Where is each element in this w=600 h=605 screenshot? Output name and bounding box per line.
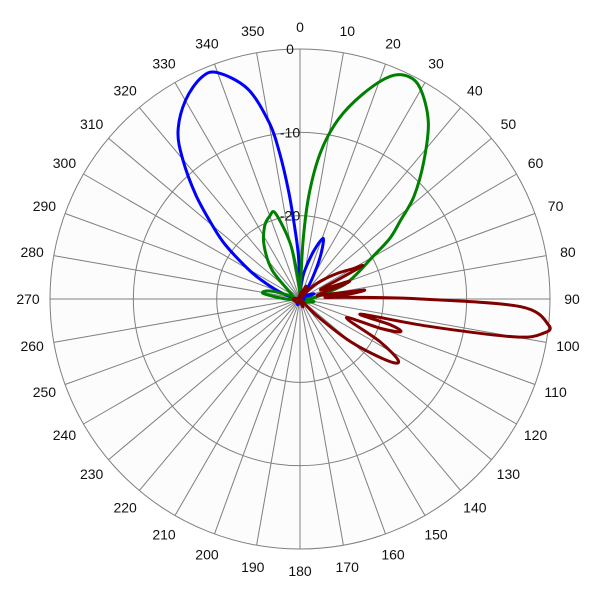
- radial-tick-label: 0: [286, 41, 294, 57]
- angle-tick-label: 30: [428, 55, 444, 71]
- angle-tick-label: 310: [80, 116, 104, 132]
- grid-spoke-130: [299, 298, 492, 461]
- series-line-2: [260, 73, 430, 304]
- angle-tick-labels: 0 10 20 30 40 50 60 70 80 90 100 110 120 130 140 150 160…: [16, 19, 580, 579]
- angle-tick-label: 260: [20, 338, 44, 354]
- angle-tick-label: 300: [53, 155, 77, 171]
- angle-tick-label: 20: [385, 35, 401, 51]
- grid-spoke-280: [53, 255, 301, 300]
- grid-spoke-220: [138, 298, 301, 491]
- angle-tick-label: 40: [467, 83, 483, 99]
- angle-tick-label: 160: [381, 547, 405, 563]
- angle-tick-label: 200: [195, 547, 219, 563]
- grid-spoke-160: [299, 298, 386, 535]
- angle-tick-label: 90: [564, 291, 580, 307]
- angle-tick-label: 140: [463, 499, 487, 515]
- grid-spoke-10: [299, 52, 344, 300]
- grid-spoke-120: [299, 298, 517, 425]
- grid-spoke-60: [299, 173, 517, 300]
- angle-tick-label: 60: [528, 155, 544, 171]
- grid-spoke-150: [299, 298, 426, 516]
- angle-tick-label: 0: [296, 19, 304, 35]
- grid-spoke-330: [174, 82, 301, 300]
- angle-tick-label: 10: [339, 23, 355, 39]
- grid-spoke-40: [299, 107, 462, 300]
- grid-spoke-290: [64, 213, 301, 300]
- grid-spoke-320: [138, 107, 301, 300]
- angle-tick-label: 180: [288, 563, 312, 579]
- grid-spoke-340: [214, 63, 301, 300]
- angle-tick-label: 130: [497, 466, 521, 482]
- angle-tick-label: 150: [424, 527, 448, 543]
- grid-spoke-190: [256, 298, 301, 546]
- angle-tick-label: 280: [20, 244, 44, 260]
- grid-spoke-210: [174, 298, 301, 516]
- grid-spoke-300: [83, 173, 301, 300]
- angle-tick-label: 110: [544, 384, 567, 400]
- angle-tick-label: 250: [33, 384, 57, 400]
- angle-tick-label: 170: [336, 559, 360, 575]
- angle-tick-label: 50: [501, 116, 517, 132]
- grid-spoke-250: [64, 298, 301, 385]
- angle-tick-label: 320: [113, 83, 137, 99]
- series-line-3: [291, 263, 552, 365]
- grid-spoke-240: [83, 298, 301, 425]
- grid-spoke-310: [108, 137, 301, 300]
- grid-spoke-140: [299, 298, 462, 491]
- angle-tick-label: 340: [195, 35, 219, 51]
- grid-spoke-30: [299, 82, 426, 300]
- angle-tick-label: 100: [556, 338, 580, 354]
- angle-tick-label: 190: [241, 559, 265, 575]
- series-layer: [176, 70, 552, 365]
- grid-spoke-20: [299, 63, 386, 300]
- angle-tick-label: 270: [16, 291, 40, 307]
- grid-spoke-230: [108, 298, 301, 461]
- grid-spoke-50: [299, 137, 492, 300]
- angle-tick-label: 210: [152, 527, 176, 543]
- grid-spoke-110: [299, 298, 536, 385]
- grid-spoke-260: [53, 298, 301, 343]
- radial-tick-label: -10: [280, 124, 300, 140]
- grid-spoke-200: [214, 298, 301, 535]
- angle-tick-label: 80: [560, 244, 576, 260]
- angle-tick-label: 120: [524, 427, 548, 443]
- radial-tick-labels: 0 -10 -20: [280, 41, 300, 224]
- angle-tick-label: 70: [548, 198, 564, 214]
- radial-tick-label: -20: [280, 208, 300, 224]
- angle-tick-label: 230: [80, 466, 104, 482]
- angle-tick-label: 240: [53, 427, 77, 443]
- grid-spoke-170: [299, 298, 344, 546]
- angle-tick-label: 330: [152, 55, 176, 71]
- angle-tick-label: 290: [33, 198, 57, 214]
- angle-tick-label: 220: [113, 499, 137, 515]
- angle-tick-label: 350: [241, 23, 265, 39]
